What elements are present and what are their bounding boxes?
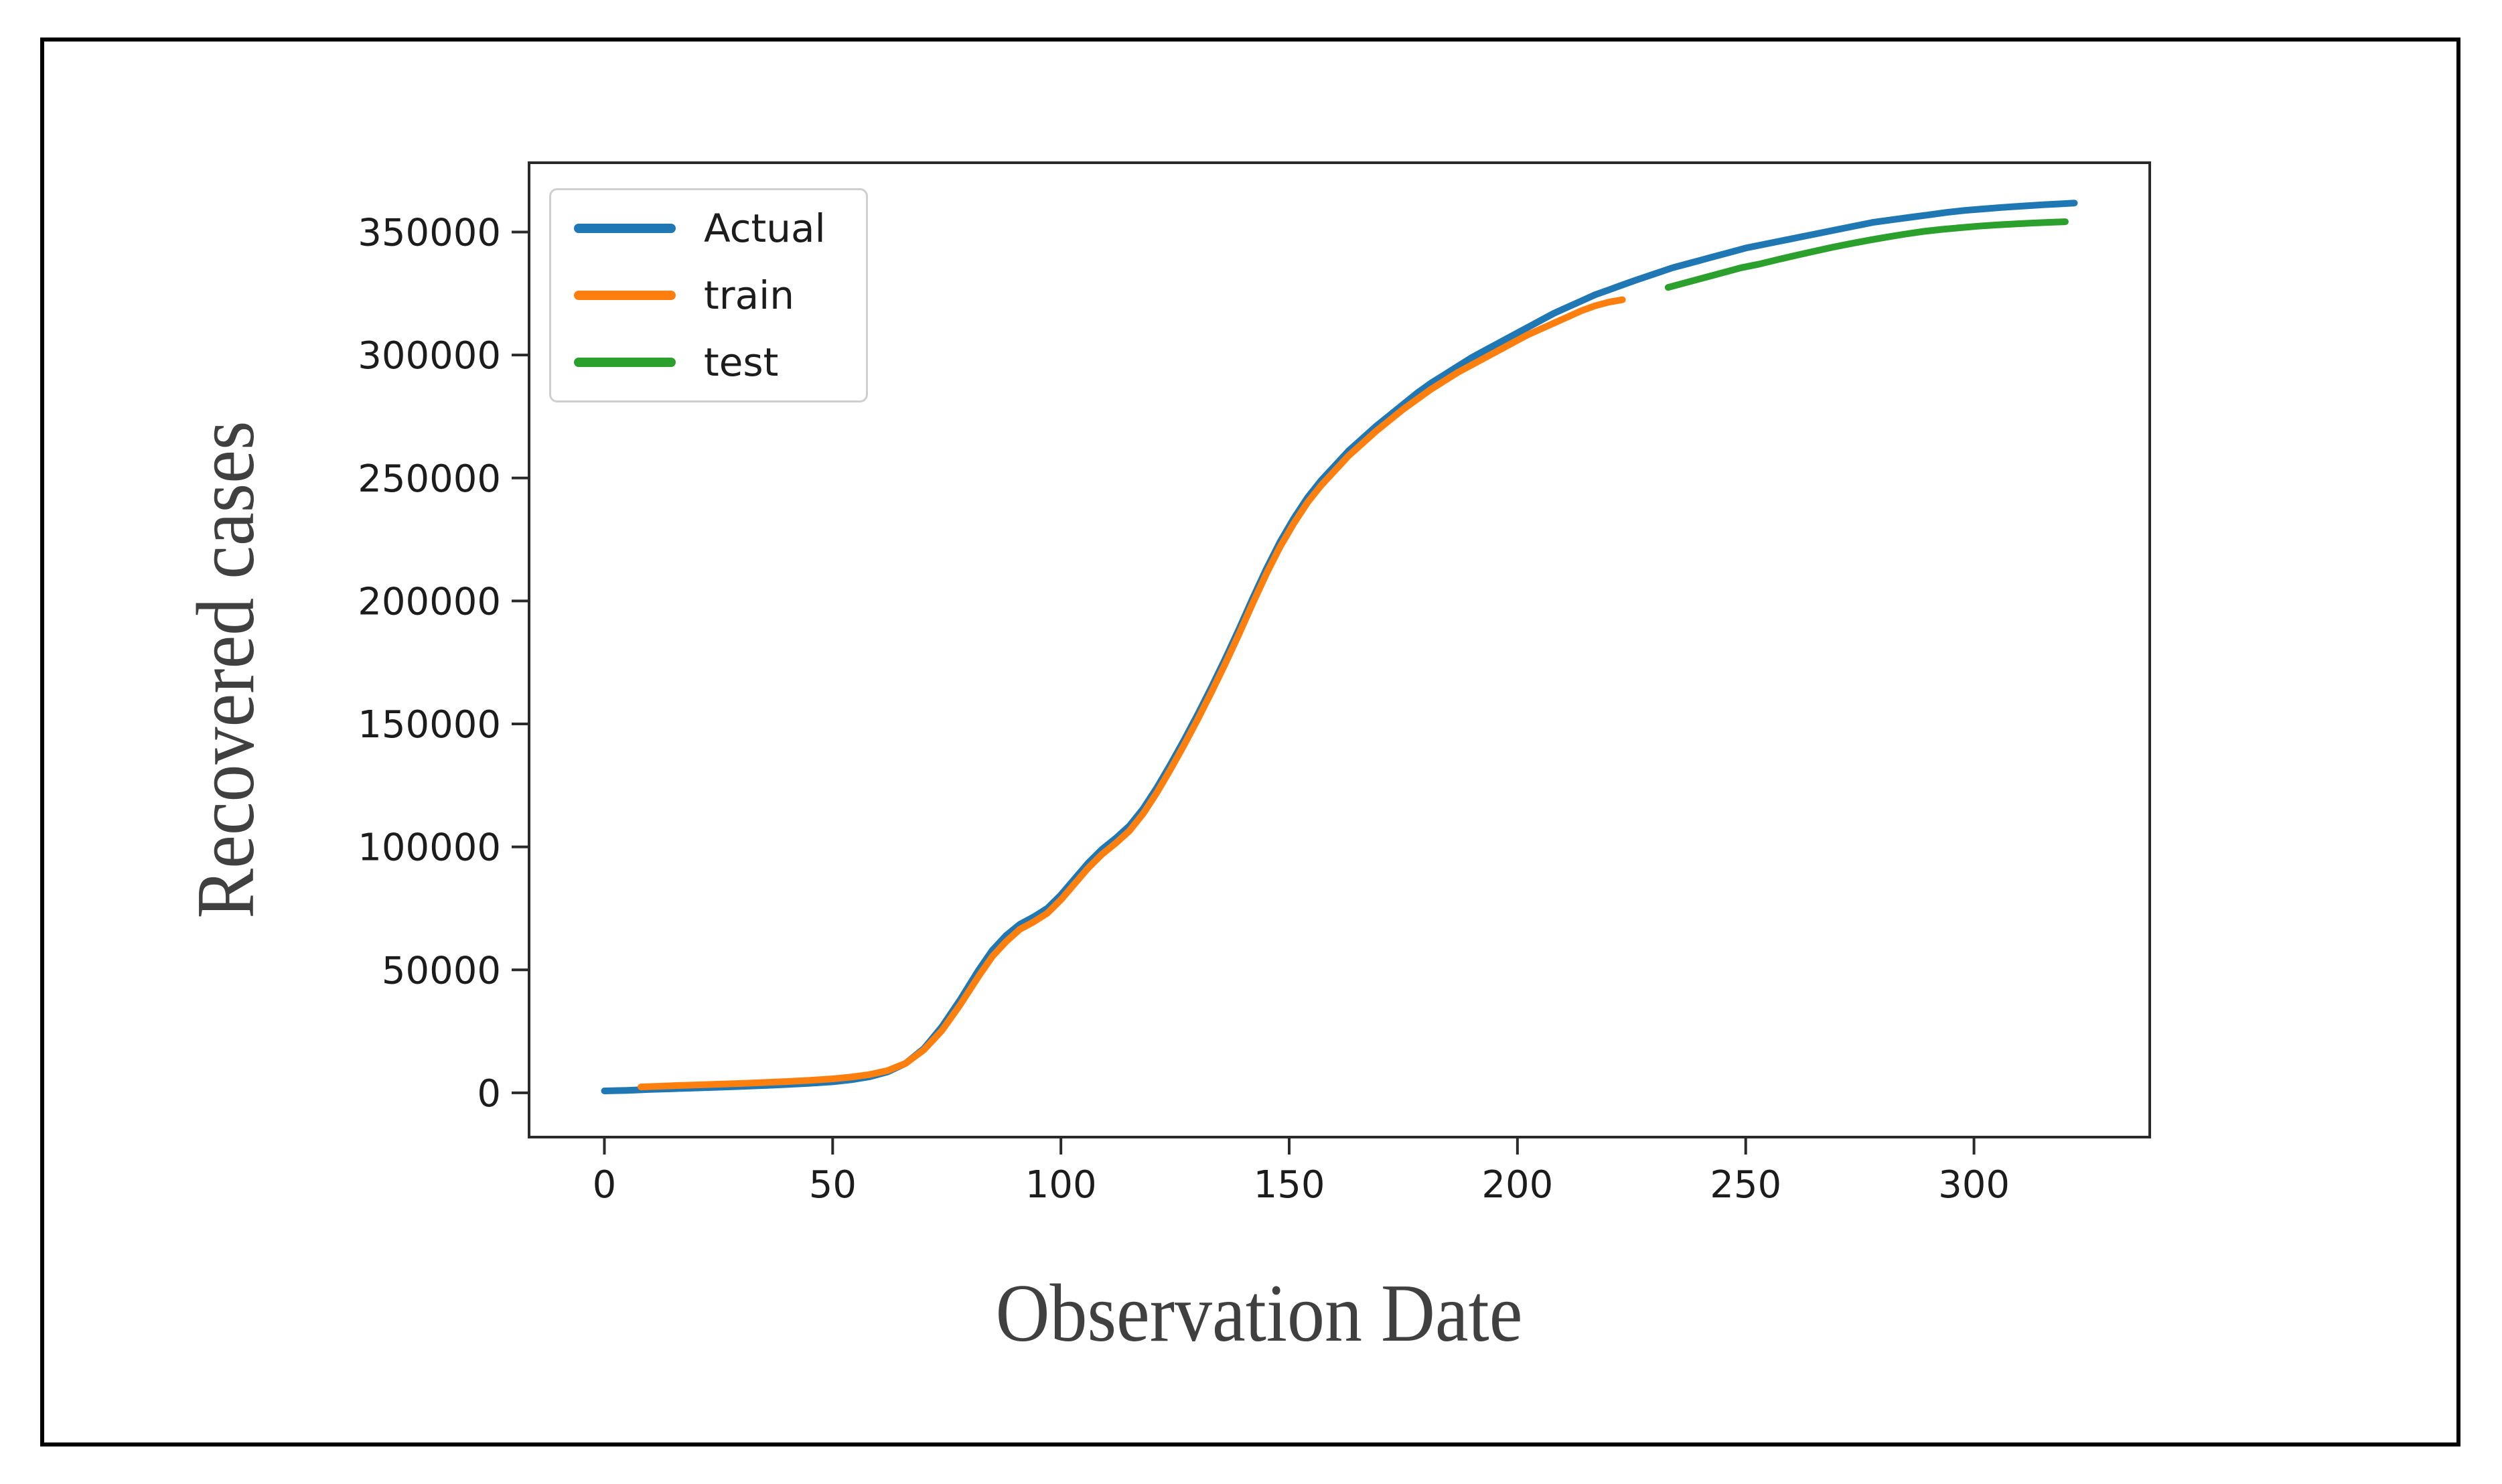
x-tick-label: 50	[809, 1163, 857, 1207]
x-axis-title: Observation Date	[995, 1268, 1523, 1359]
legend-label-actual: Actual	[704, 206, 826, 251]
test-line-swatch	[574, 358, 676, 367]
y-axis-title: Recovered cases	[180, 421, 272, 919]
y-tick-label: 50000	[382, 949, 501, 992]
x-tick-label: 250	[1710, 1163, 1781, 1207]
x-tick-label: 300	[1938, 1163, 2010, 1207]
series-line-train	[638, 296, 1626, 1091]
y-tick-label: 100000	[358, 826, 501, 870]
legend-label-train: train	[704, 273, 795, 318]
legend-item-actual: Actual	[574, 206, 826, 250]
legend: Actual train test	[549, 188, 868, 402]
x-tick-label: 100	[1025, 1163, 1097, 1207]
y-tick-label: 0	[477, 1072, 501, 1116]
plot-frame	[528, 161, 2151, 1138]
legend-label-test: test	[704, 340, 779, 385]
legend-item-train: train	[574, 273, 826, 317]
actual-line-swatch	[574, 224, 676, 233]
y-tick-label: 250000	[358, 457, 501, 501]
y-tick-label: 300000	[358, 334, 501, 378]
y-tick-label: 200000	[358, 580, 501, 623]
train-line-swatch	[574, 291, 676, 300]
x-tick-label: 150	[1254, 1163, 1325, 1207]
x-tick-label: 200	[1481, 1163, 1553, 1207]
y-tick-label: 350000	[358, 212, 501, 255]
x-tick-label: 0	[593, 1163, 617, 1207]
y-tick-label: 150000	[358, 703, 501, 747]
legend-item-test: test	[574, 340, 826, 384]
series-line-test	[1664, 218, 2069, 291]
